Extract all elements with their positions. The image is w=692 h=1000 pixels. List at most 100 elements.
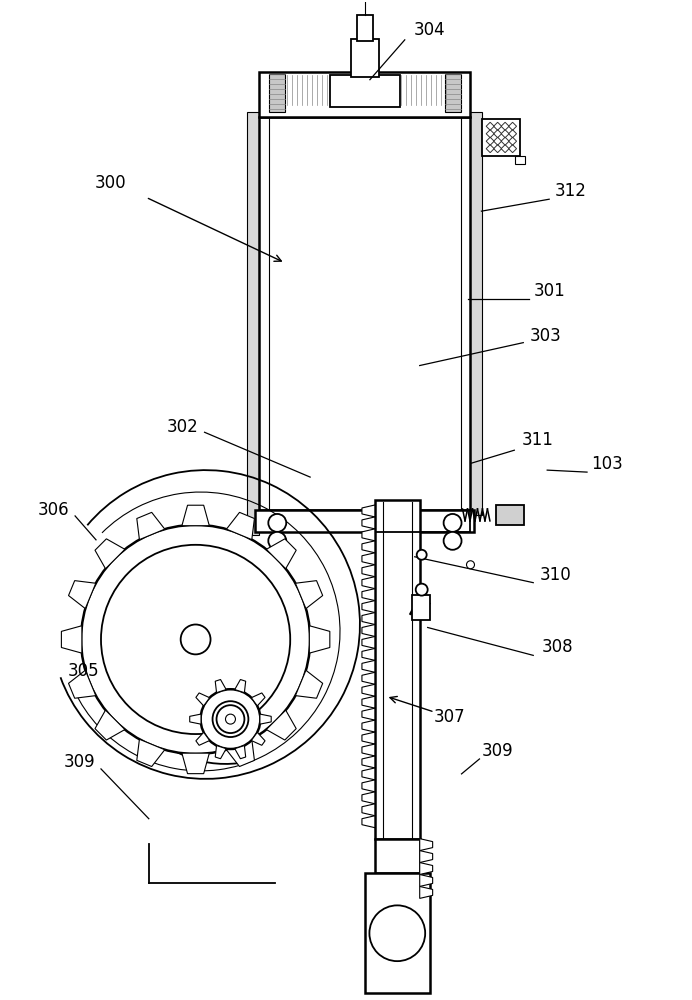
Polygon shape [410,596,430,615]
Polygon shape [362,589,375,601]
Polygon shape [266,539,296,569]
Polygon shape [362,744,375,756]
Polygon shape [362,505,375,517]
Polygon shape [226,739,255,767]
Polygon shape [235,746,246,759]
Bar [375,839,420,873]
Polygon shape [420,863,432,874]
Circle shape [181,624,210,654]
Polygon shape [62,626,82,653]
Bar [248,112,260,535]
Polygon shape [362,792,375,804]
Text: 103: 103 [591,455,623,473]
Bar [471,112,482,515]
Polygon shape [362,624,375,636]
Polygon shape [362,756,375,768]
Polygon shape [420,851,432,863]
Polygon shape [362,804,375,816]
Polygon shape [295,581,322,609]
Text: 311: 311 [521,431,553,449]
Polygon shape [362,601,375,613]
Bar [412,595,430,620]
Text: 310: 310 [539,566,571,584]
Bar [365,873,430,993]
Polygon shape [235,680,246,693]
Polygon shape [362,517,375,529]
Polygon shape [420,874,432,886]
Polygon shape [182,505,209,526]
Text: 305: 305 [67,662,99,680]
Bar [269,74,285,112]
Text: 306: 306 [37,501,69,519]
Polygon shape [362,732,375,744]
Bar [260,72,471,117]
Text: 300: 300 [95,174,127,192]
Text: 308: 308 [541,638,573,656]
Bar [255,510,475,532]
Polygon shape [266,710,296,740]
Polygon shape [95,539,125,569]
Bar [330,75,400,107]
Polygon shape [95,710,125,740]
Polygon shape [362,660,375,672]
Circle shape [201,689,260,749]
Bar [375,500,420,839]
Circle shape [416,584,428,596]
Polygon shape [182,753,209,774]
Polygon shape [362,648,375,660]
Polygon shape [420,839,432,851]
Circle shape [217,705,244,733]
Polygon shape [362,541,375,553]
Circle shape [444,532,462,550]
Polygon shape [362,768,375,780]
Polygon shape [196,693,210,706]
Polygon shape [196,732,210,745]
Bar [351,39,379,77]
Bar [357,15,373,41]
Text: 302: 302 [167,418,199,436]
Polygon shape [362,708,375,720]
Polygon shape [362,684,375,696]
Polygon shape [362,696,375,708]
Bar [482,119,520,156]
Polygon shape [251,693,265,706]
Circle shape [370,905,425,961]
Circle shape [268,514,286,532]
Polygon shape [295,670,322,698]
Polygon shape [260,714,271,724]
Circle shape [466,561,475,569]
Circle shape [444,514,462,532]
Polygon shape [362,816,375,828]
Text: 312: 312 [555,182,587,200]
Text: 303: 303 [529,327,561,345]
Polygon shape [190,714,201,724]
Text: 304: 304 [414,21,446,39]
Polygon shape [362,636,375,648]
Polygon shape [69,581,95,609]
Circle shape [81,525,310,754]
Polygon shape [420,886,432,898]
Polygon shape [362,720,375,732]
Circle shape [268,532,286,550]
Polygon shape [362,672,375,684]
Polygon shape [362,529,375,541]
Bar [444,74,461,112]
Polygon shape [215,680,226,693]
Polygon shape [226,512,255,540]
Bar [496,505,525,525]
Polygon shape [362,780,375,792]
Polygon shape [137,512,165,540]
Bar [260,117,471,510]
Bar [516,156,525,164]
Text: 309: 309 [482,742,513,760]
Text: 301: 301 [534,282,565,300]
Circle shape [417,550,427,560]
Polygon shape [362,577,375,589]
Polygon shape [362,553,375,565]
Polygon shape [137,739,165,767]
Polygon shape [69,670,95,698]
Polygon shape [362,565,375,577]
Polygon shape [362,613,375,624]
Circle shape [101,545,290,734]
Polygon shape [215,746,226,759]
